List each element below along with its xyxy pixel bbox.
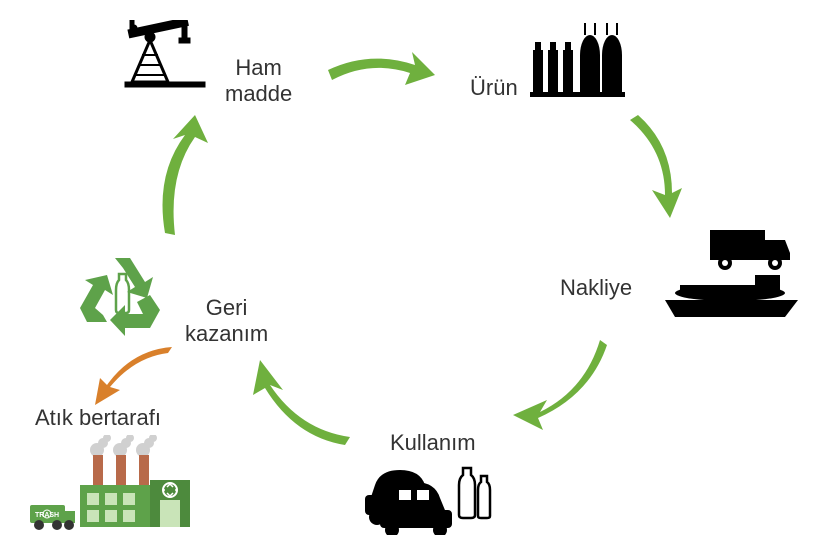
arrow-geri-to-ham — [140, 115, 230, 250]
stage-atik-bertarafi: TRASH — [25, 435, 195, 535]
stage-nakliye — [660, 225, 800, 325]
recycle-icon — [75, 250, 170, 340]
stage-geri-kazanim — [75, 250, 170, 340]
stage-ham-madde — [120, 20, 210, 90]
arrow-urun-to-nakliye — [610, 110, 690, 225]
label-kullanim: Kullanım — [390, 430, 476, 456]
transport-icon — [660, 225, 800, 325]
arrow-kullanim-to-geri — [245, 355, 365, 455]
stage-urun — [530, 20, 625, 100]
label-atik-bertarafi: Atık bertarafı — [35, 405, 161, 431]
arrow-nakliye-to-kullanim — [505, 330, 615, 435]
factory-icon — [530, 20, 625, 100]
arrow-ham-to-urun — [320, 40, 440, 105]
label-urun: Ürün — [470, 75, 518, 101]
stage-kullanim — [355, 460, 495, 535]
oil-pump-icon — [120, 20, 210, 90]
usage-icon — [355, 460, 495, 535]
label-geri-kazanim: Geri kazanım — [185, 295, 268, 348]
label-nakliye: Nakliye — [560, 275, 632, 301]
waste-plant-icon: TRASH — [25, 435, 195, 535]
label-ham-madde: Ham madde — [225, 55, 292, 108]
